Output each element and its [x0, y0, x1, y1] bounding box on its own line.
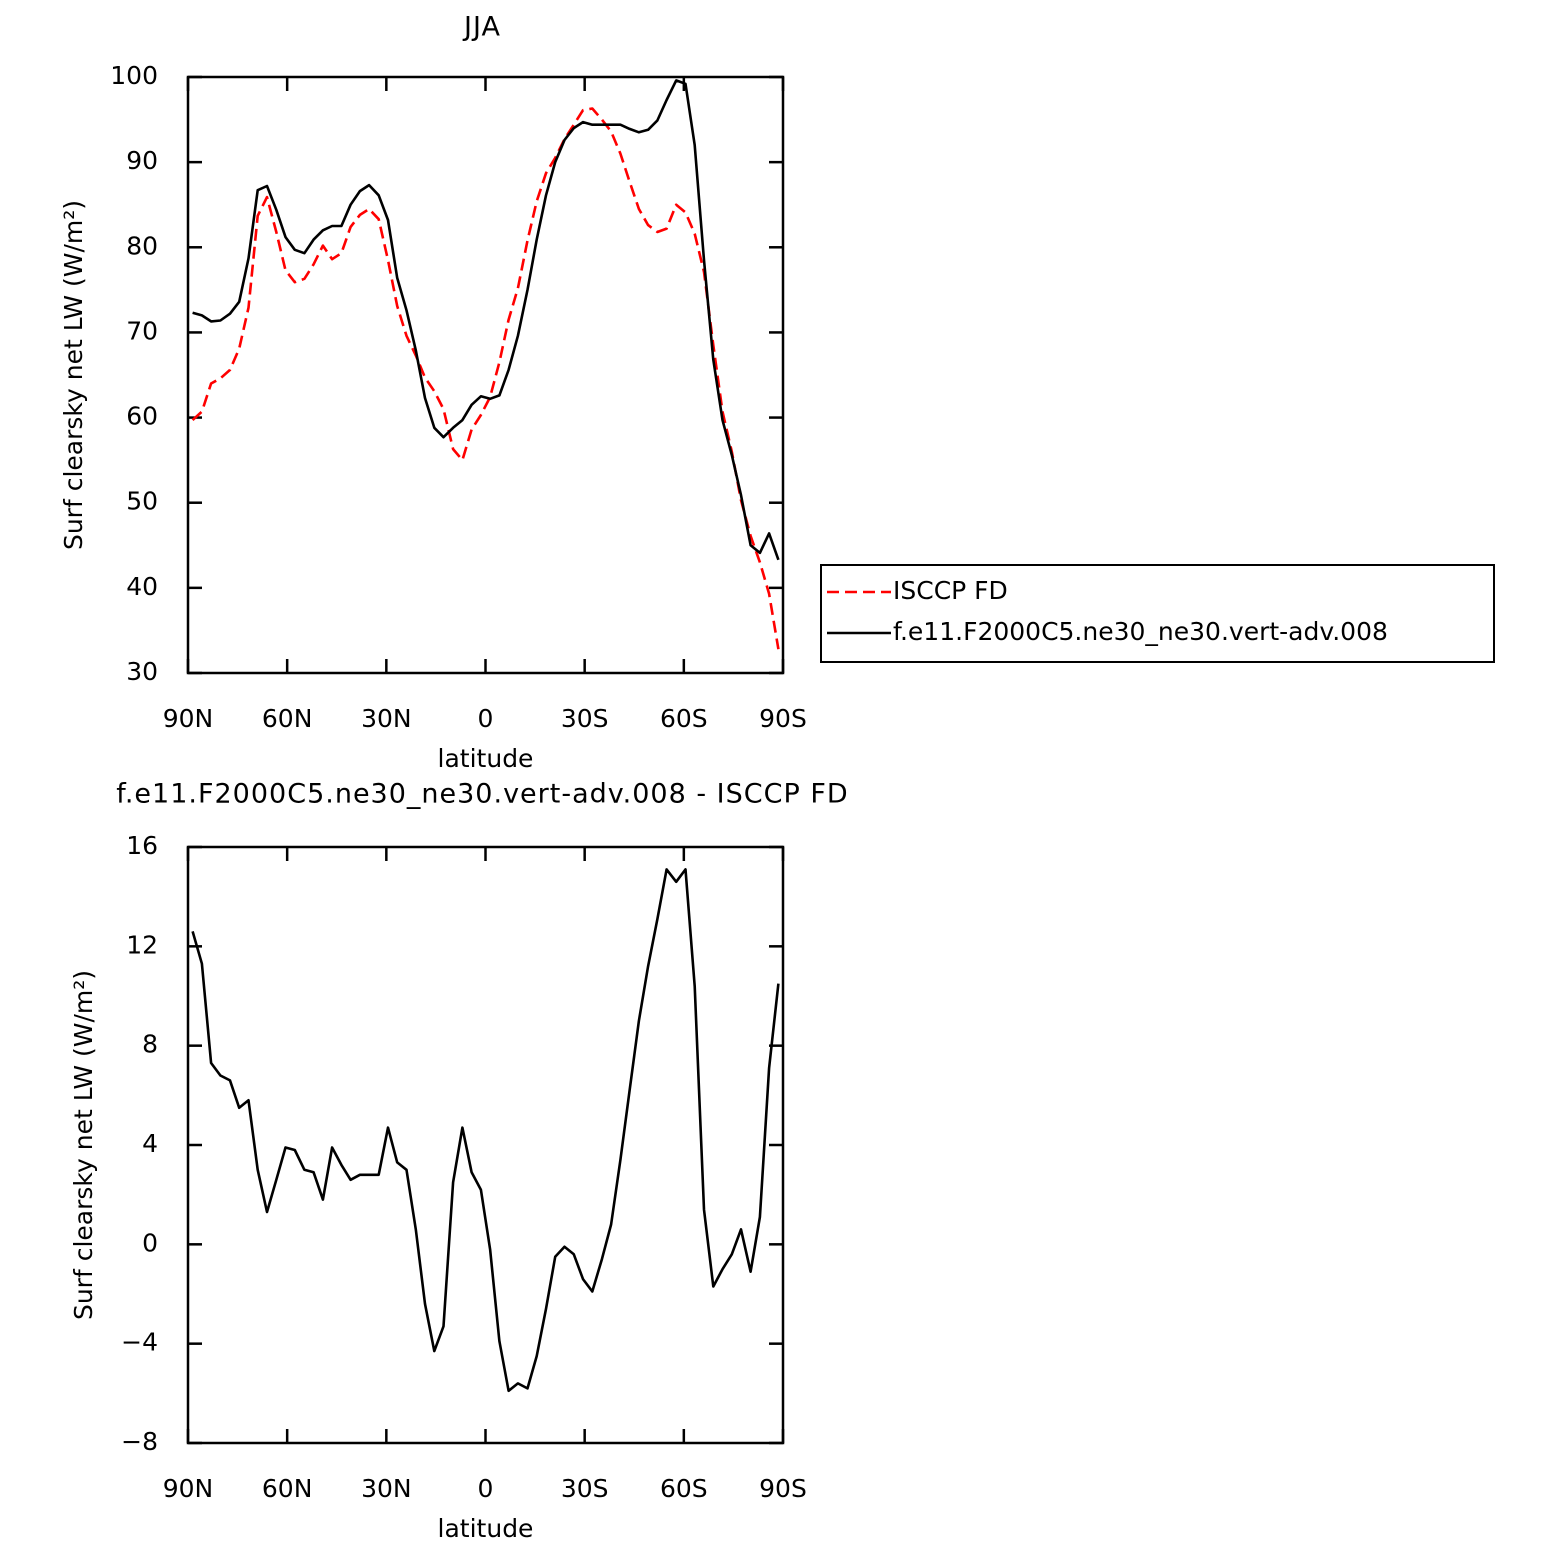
x-tick-label: 30N [361, 1474, 412, 1503]
x-axis-label: latitude [438, 744, 534, 773]
y-tick-label: 40 [126, 572, 158, 601]
x-axis-label: latitude [438, 1514, 534, 1543]
x-tick-label: 90N [163, 1474, 214, 1503]
y-tick-label: 4 [142, 1129, 158, 1158]
y-tick-label: 70 [126, 316, 158, 345]
y-axis-label: Surf clearsky net LW (W/m²) [69, 970, 98, 1320]
legend-label: ISCCP FD [893, 576, 1008, 605]
x-tick-label: 90S [759, 1474, 807, 1503]
y-tick-label: 100 [110, 61, 158, 90]
y-axis-label: Surf clearsky net LW (W/m²) [59, 200, 88, 550]
data-line [192, 79, 780, 561]
y-tick-label: 8 [142, 1030, 158, 1059]
x-tick-label: 30N [361, 704, 412, 733]
y-tick-label: 90 [126, 146, 158, 175]
x-tick-label: 30S [561, 1474, 609, 1503]
plot-frame [186, 75, 785, 675]
y-tick-label: −8 [121, 1427, 158, 1456]
x-tick-label: 90S [759, 704, 807, 733]
y-tick-label: −4 [121, 1328, 158, 1357]
plot-frame [186, 845, 785, 1445]
y-tick-label: 50 [126, 487, 158, 516]
data-line [191, 868, 780, 1393]
x-tick-label: 0 [478, 1474, 494, 1503]
x-tick-label: 60S [660, 704, 708, 733]
x-tick-label: 30S [561, 704, 609, 733]
x-tick-label: 60N [262, 704, 313, 733]
chart-title: f.e11.F2000C5.ne30_ne30.vert-adv.008 - I… [116, 779, 848, 810]
data-line [191, 107, 780, 650]
x-tick-label: 90N [163, 704, 214, 733]
legend-label: f.e11.F2000C5.ne30_ne30.vert-adv.008 [893, 617, 1388, 646]
y-tick-label: 12 [126, 930, 158, 959]
legend-box [820, 564, 1495, 663]
y-tick-label: 60 [126, 402, 158, 431]
y-tick-label: 0 [142, 1228, 158, 1257]
x-tick-label: 60N [262, 1474, 313, 1503]
y-tick-label: 80 [126, 231, 158, 260]
legend: ISCCP FD f.e11.F2000C5.ne30_ne30.vert-adv… [820, 564, 1495, 663]
chart-title: JJA [462, 12, 501, 43]
y-tick-label: 30 [126, 657, 158, 686]
y-tick-label: 16 [126, 831, 158, 860]
panel: f.e11.F2000C5.ne30_ne30.vert-adv.008 - I… [69, 779, 848, 1544]
x-tick-label: 0 [478, 704, 494, 733]
panel: JJA 30 40 50 60 70 80 90 100 90N 60N 30N 0 30S 60S 90S l… [59, 12, 1495, 773]
x-tick-label: 60S [660, 1474, 708, 1503]
